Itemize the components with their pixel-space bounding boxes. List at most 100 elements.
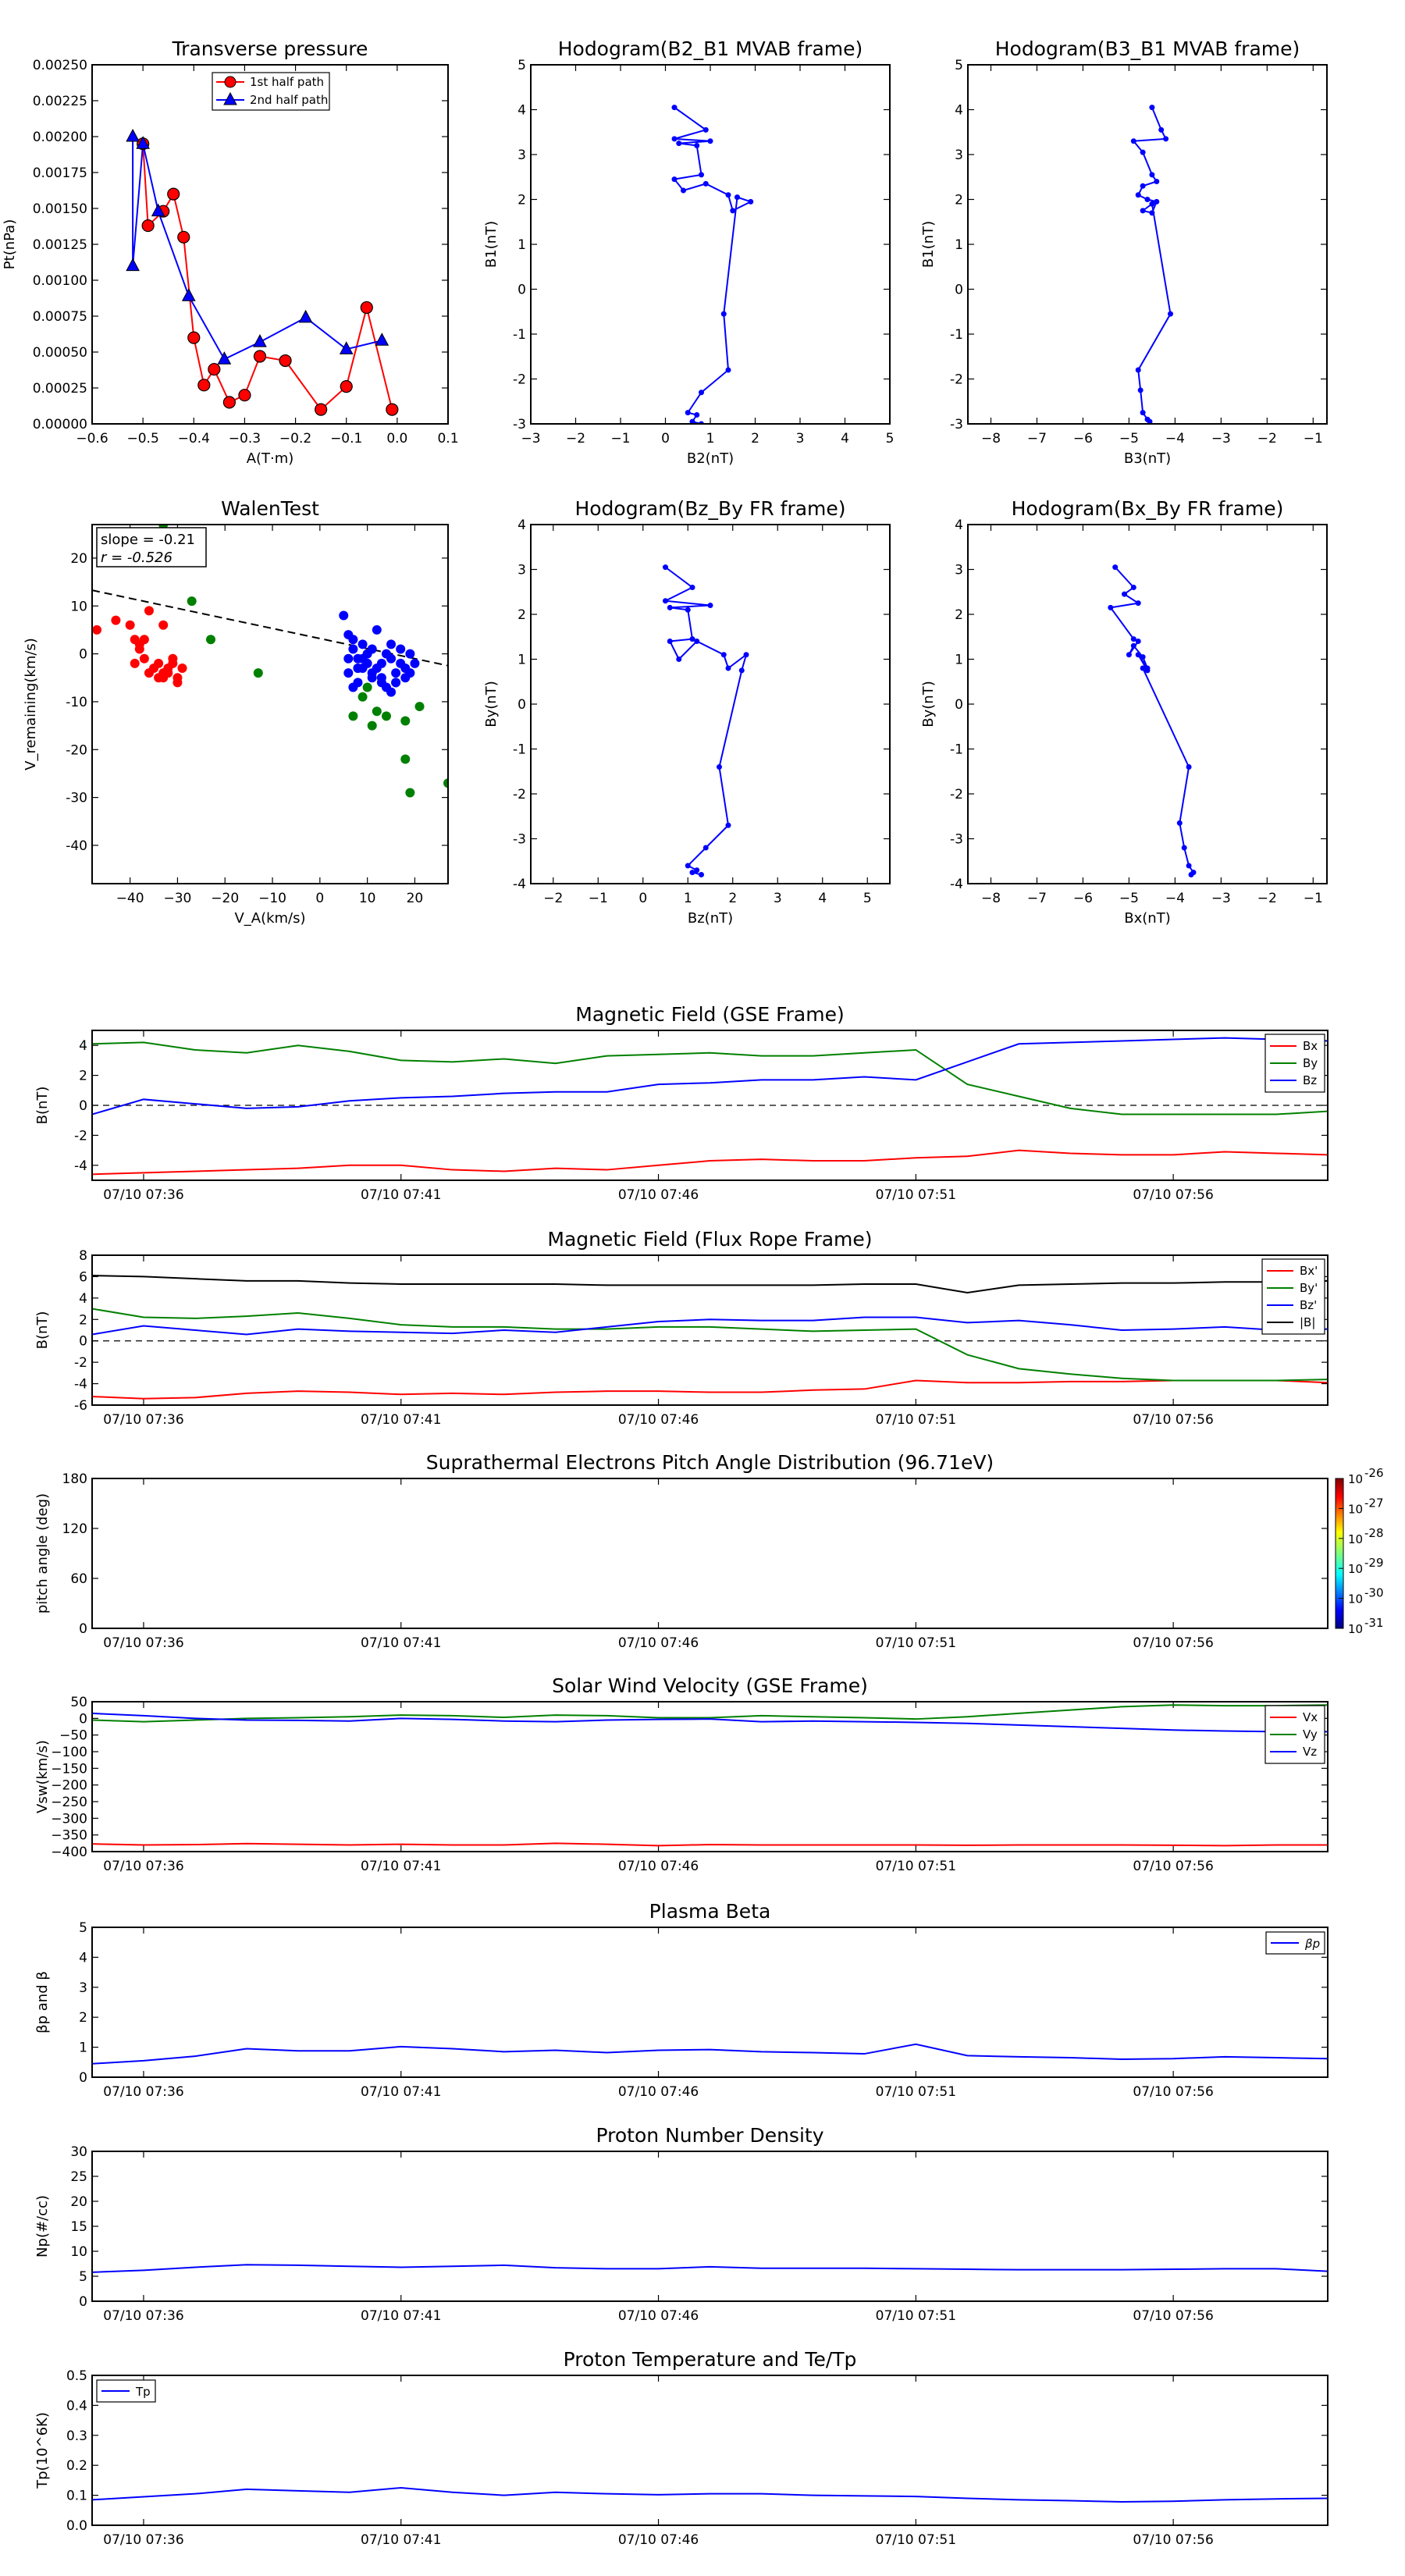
- np-ytick-label: 10: [70, 2244, 87, 2260]
- hod4-series: [1108, 564, 1197, 877]
- np-title: Proton Number Density: [596, 2124, 824, 2147]
- bfr-line-bz: [92, 1316, 1328, 1336]
- walen-point-blue: [391, 678, 401, 688]
- bgse-xtick-label: 07/10 07:56: [1133, 1187, 1213, 1203]
- np-xtick-label: 07/10 07:56: [1133, 2308, 1213, 2324]
- hod2-point: [1149, 105, 1155, 111]
- vsw-plot-area: [92, 1702, 1328, 1852]
- hod3-ytick-label: 1: [518, 653, 526, 668]
- walen-point-blue: [367, 644, 377, 654]
- vsw-frame: [91, 1701, 1329, 1852]
- vsw-legend: Vx Vy Vz: [1264, 1705, 1325, 1764]
- walen-point-green: [443, 778, 448, 788]
- walen-point-blue: [348, 644, 358, 654]
- walen-point-red: [139, 653, 149, 664]
- tp-xtick-label: 07/10 07:51: [876, 2532, 956, 2548]
- vsw-line-vy: [92, 1704, 1328, 1723]
- hod3-plot-area: [531, 525, 890, 884]
- hod1-point: [671, 105, 678, 111]
- walen-point-green: [187, 596, 197, 607]
- hod4-point: [1135, 639, 1141, 644]
- walen-annotation-box: [96, 527, 207, 568]
- walen-point-red: [168, 658, 178, 668]
- pt-point-red: [177, 230, 190, 244]
- hod3-point: [720, 652, 727, 658]
- walen-axes: WalenTest -40 -30 -20 -10 0 10 20 −40 −30 −20 −10 0 1…: [66, 497, 448, 906]
- pad-colorbar-exponent: -26: [1364, 1466, 1384, 1480]
- np-axes: Proton Number Density 0 5 10 15 20 25 30 07/10 0…: [34, 2124, 1328, 2324]
- vsw-line-vx: [92, 1842, 1328, 1847]
- hod4-point: [1181, 845, 1187, 851]
- hod4-ytick-label: -1: [950, 742, 963, 758]
- walen-point-blue: [376, 678, 386, 688]
- hod1-ytick-label: 2: [518, 193, 526, 208]
- beta-legend: βp: [1265, 1931, 1325, 1955]
- hod4-point: [1140, 665, 1146, 671]
- pt-line-triangle: [132, 137, 382, 361]
- hod2-title: Hodogram(B3_B1 MVAB frame): [995, 37, 1300, 60]
- pad-xtick-label: 07/10 07:46: [618, 1635, 699, 1651]
- bgse-legend-label: Bz: [1303, 1073, 1317, 1087]
- beta-ytick-label: 3: [79, 1980, 87, 1996]
- walen-point-blue: [386, 687, 397, 697]
- hod1-xtick-label: 2: [751, 431, 759, 447]
- pad-ytick-label: 120: [62, 1521, 87, 1537]
- vsw-legend-label: Vz: [1303, 1745, 1317, 1759]
- vsw-xtick-label: 07/10 07:41: [361, 1859, 441, 1874]
- beta-xtick-label: 07/10 07:41: [361, 2084, 441, 2100]
- tp-axes: Proton Temperature and Te/Tp 0.0 0.1 0.2 0.3…: [34, 2348, 1328, 2548]
- walen-point-red: [173, 678, 183, 688]
- hod2-point: [1140, 183, 1146, 189]
- hod4-ytick-label: -4: [950, 877, 963, 892]
- pt-point-blue: [181, 288, 196, 301]
- walen-point-blue: [410, 658, 420, 668]
- np-ytick-label: 0: [79, 2294, 87, 2310]
- hod2-ytick-label: 0: [955, 283, 963, 298]
- bgse-xtick-label: 07/10 07:51: [876, 1187, 956, 1203]
- beta-ytick-label: 4: [79, 1950, 87, 1966]
- hod3-point: [702, 845, 709, 851]
- beta-ylabel: βp and β: [34, 1971, 51, 2033]
- hod2-point: [1149, 201, 1155, 207]
- pt-ytick-label: 0.00125: [33, 237, 87, 253]
- bgse-series: [92, 1037, 1328, 1176]
- hod4-point: [1130, 642, 1136, 649]
- pt-point-red: [360, 301, 373, 315]
- hod4-point: [1186, 863, 1192, 869]
- hod4-xtick-label: −6: [1073, 891, 1093, 906]
- hod2-ytick-label: -3: [950, 417, 963, 432]
- vsw-ytick-label: −150: [51, 1761, 87, 1777]
- vsw-ylabel: Vsw(km/s): [34, 1740, 51, 1813]
- hod3-point: [689, 585, 695, 590]
- vsw-series: [92, 1704, 1328, 1847]
- hod4-ytick-label: 4: [955, 518, 963, 533]
- hod3-point: [694, 639, 700, 644]
- bfr-legend-label: Bx': [1300, 1264, 1318, 1278]
- bfr-legend-label: |B|: [1300, 1315, 1315, 1329]
- hod2-frame: [967, 64, 1328, 425]
- tp-ytick-label: 0.1: [66, 2489, 87, 2504]
- bfr-frame: [91, 1254, 1329, 1406]
- tp-legend: Tp: [96, 2379, 156, 2403]
- hod1-point: [681, 187, 686, 194]
- pt-ylabel: Pt(nPa): [2, 219, 18, 269]
- walen-point-blue: [348, 635, 358, 645]
- hod2-xtick-label: −8: [981, 431, 1001, 447]
- hod2-xlabel: B3(nT): [1124, 450, 1171, 467]
- tp-ytick-label: 0.4: [66, 2398, 87, 2414]
- hod3-ylabel: By(nT): [483, 681, 500, 727]
- pt-point-red: [253, 350, 267, 363]
- walen-xtick-label: −30: [163, 891, 191, 906]
- pt-point-blue: [151, 203, 165, 217]
- walen-point-blue: [396, 644, 406, 654]
- pt-xtick-label: −0.2: [279, 431, 311, 447]
- walen-point-blue: [386, 653, 397, 664]
- hod3-ytick-label: -4: [513, 877, 526, 892]
- hod1-point: [735, 194, 740, 201]
- tp-frame: [91, 2375, 1329, 2526]
- hod3-point: [725, 822, 731, 828]
- hod1-point: [748, 198, 754, 205]
- hod1-point: [671, 136, 678, 142]
- hod2-plot-area: [968, 65, 1327, 424]
